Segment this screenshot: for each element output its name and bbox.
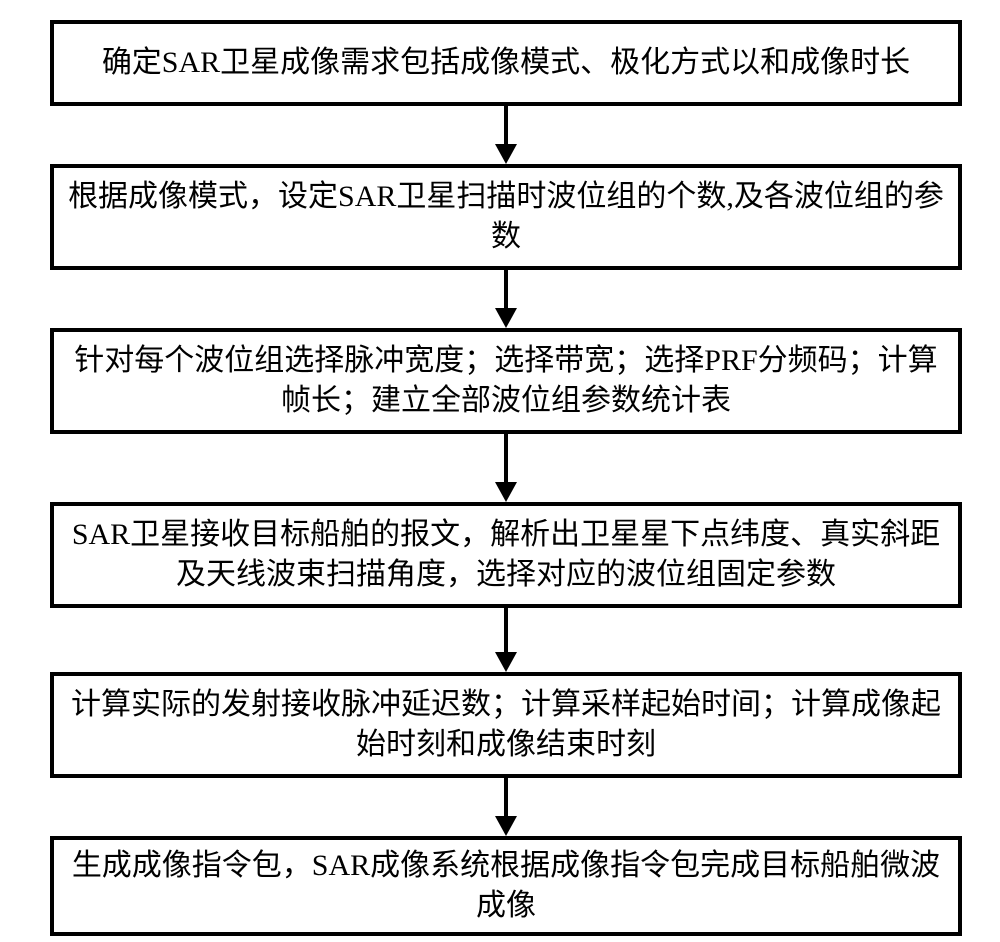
flow-step-5-label: 计算实际的发射接收脉冲延迟数；计算采样起始时间；计算成像起始时刻和成像结束时刻 — [68, 685, 944, 766]
flowchart-canvas: 确定SAR卫星成像需求包括成像模式、极化方式以和成像时长 根据成像模式，设定SA… — [0, 0, 1000, 942]
arrow-3-head-icon — [495, 482, 517, 502]
flow-step-4-label: SAR卫星接收目标船舶的报文，解析出卫星星下点纬度、真实斜距及天线波束扫描角度，… — [68, 515, 944, 596]
arrow-2-shaft — [504, 270, 508, 308]
arrow-3-shaft — [504, 434, 508, 482]
flow-step-1-label: 确定SAR卫星成像需求包括成像模式、极化方式以和成像时长 — [102, 43, 910, 84]
arrow-2-head-icon — [495, 308, 517, 328]
flow-step-2: 根据成像模式，设定SAR卫星扫描时波位组的个数,及各波位组的参数 — [50, 164, 962, 270]
arrow-4-head-icon — [495, 652, 517, 672]
flow-step-6-label: 生成成像指令包，SAR成像系统根据成像指令包完成目标船舶微波成像 — [68, 846, 944, 927]
arrow-1-head-icon — [495, 144, 517, 164]
arrow-4-shaft — [504, 608, 508, 652]
arrow-1-shaft — [504, 106, 508, 144]
flow-step-4: SAR卫星接收目标船舶的报文，解析出卫星星下点纬度、真实斜距及天线波束扫描角度，… — [50, 502, 962, 608]
arrow-5-head-icon — [495, 816, 517, 836]
flow-step-3: 针对每个波位组选择脉冲宽度；选择带宽；选择PRF分频码；计算帧长；建立全部波位组… — [50, 328, 962, 434]
flow-step-3-label: 针对每个波位组选择脉冲宽度；选择带宽；选择PRF分频码；计算帧长；建立全部波位组… — [68, 341, 944, 422]
flow-step-5: 计算实际的发射接收脉冲延迟数；计算采样起始时间；计算成像起始时刻和成像结束时刻 — [50, 672, 962, 778]
flow-step-6: 生成成像指令包，SAR成像系统根据成像指令包完成目标船舶微波成像 — [50, 836, 962, 936]
arrow-5-shaft — [504, 778, 508, 816]
flow-step-1: 确定SAR卫星成像需求包括成像模式、极化方式以和成像时长 — [50, 20, 962, 106]
flow-step-2-label: 根据成像模式，设定SAR卫星扫描时波位组的个数,及各波位组的参数 — [68, 177, 944, 258]
